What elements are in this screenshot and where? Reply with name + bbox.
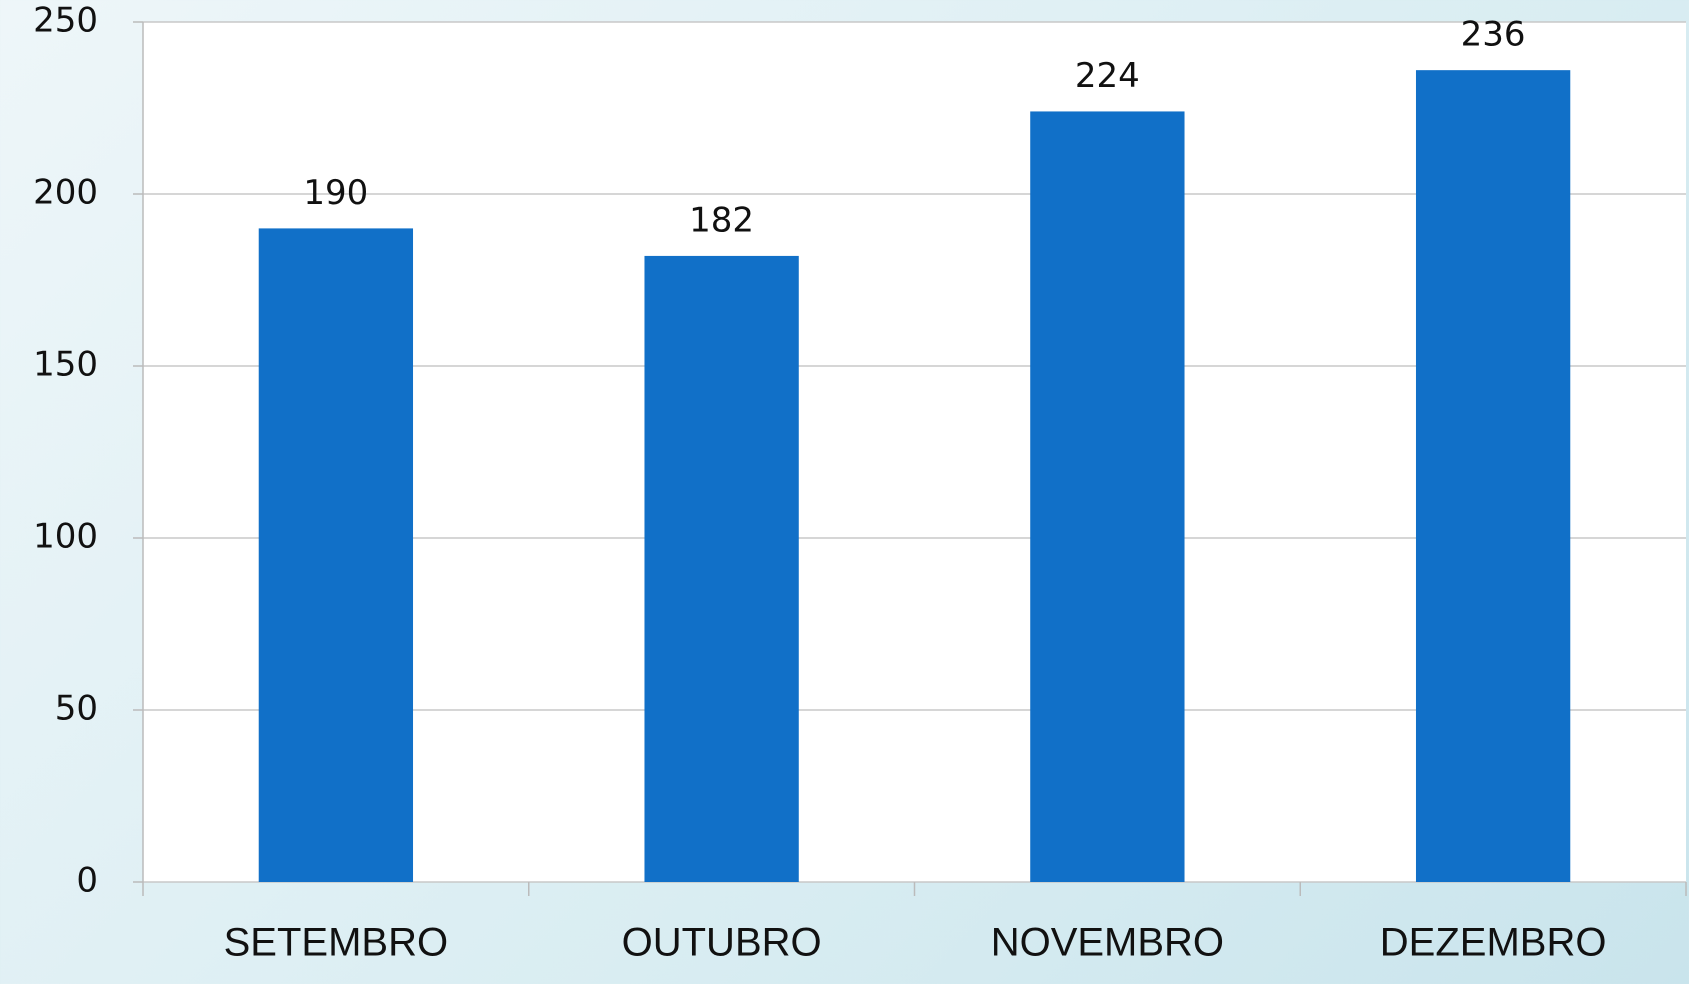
x-tick-label: SETEMBRO	[224, 921, 448, 965]
y-tick-label: 150	[33, 345, 98, 385]
y-tick-label: 0	[76, 861, 98, 901]
bar	[644, 255, 799, 883]
y-tick-label: 200	[33, 173, 98, 213]
x-tick-label: OUTUBRO	[622, 921, 822, 965]
data-label: 182	[689, 200, 754, 240]
x-tick-label: NOVEMBRO	[991, 921, 1224, 965]
data-label: 224	[1075, 56, 1140, 96]
y-tick-label: 100	[33, 517, 98, 557]
y-tick-label: 250	[33, 1, 98, 41]
bar	[1415, 70, 1571, 882]
data-label: 236	[1461, 15, 1526, 55]
data-label: 190	[303, 173, 368, 213]
y-tick-label: 50	[55, 689, 98, 729]
x-tick-label: DEZEMBRO	[1380, 921, 1607, 965]
bar	[1030, 111, 1185, 882]
bar	[258, 228, 414, 882]
